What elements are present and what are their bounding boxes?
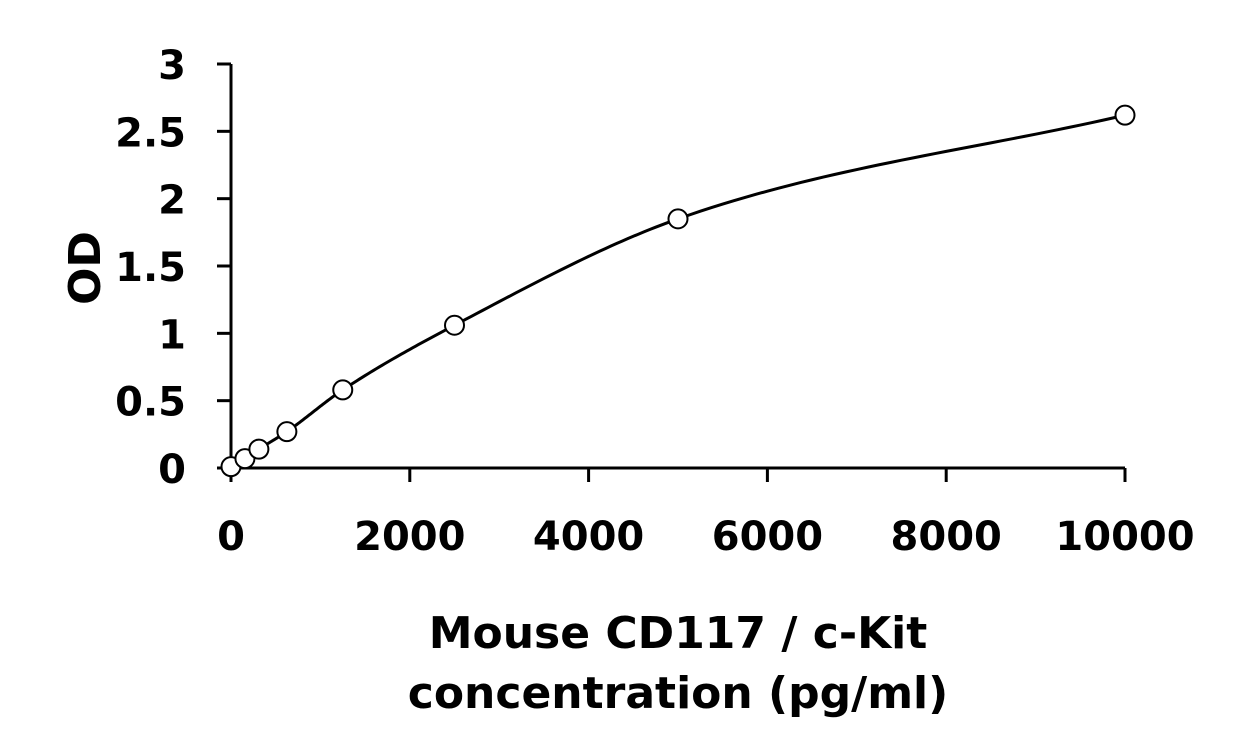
- axes: 0 0.5 1 1.5 2 2.5 3 0 2000 4000 6000 8000 10000: [115, 43, 1194, 560]
- x-tick-label: 0: [217, 514, 245, 560]
- x-axis-label-line-1: Mouse CD117 / c-Kit: [429, 608, 928, 659]
- x-tick-label: 8000: [891, 514, 1002, 560]
- y-tick-label: 0: [158, 447, 186, 493]
- y-tick-label: 0.5: [115, 380, 186, 426]
- data-points-layer: [220, 104, 1136, 478]
- data-point: [276, 421, 298, 443]
- x-tick-label: 2000: [354, 514, 465, 560]
- y-tick-label: 2.5: [115, 110, 186, 156]
- data-point: [248, 438, 270, 460]
- y-tick-label: 1: [158, 312, 186, 358]
- fit-curve-layer: [230, 113, 1126, 468]
- y-tick-label: 2: [158, 178, 186, 224]
- data-point: [667, 208, 689, 230]
- x-tick-label: 10000: [1055, 514, 1194, 560]
- data-point: [1114, 104, 1136, 126]
- x-tick-label: 6000: [712, 514, 823, 560]
- fit-curve: [230, 113, 1126, 468]
- x-tick-label: 4000: [533, 514, 644, 560]
- x-axis-label-line-2: concentration (pg/ml): [408, 668, 949, 719]
- y-tick-label: 1.5: [115, 245, 186, 291]
- data-point: [444, 314, 465, 336]
- data-point: [332, 379, 354, 401]
- y-tick-label: 3: [158, 43, 186, 89]
- y-axis-label: OD: [60, 231, 111, 305]
